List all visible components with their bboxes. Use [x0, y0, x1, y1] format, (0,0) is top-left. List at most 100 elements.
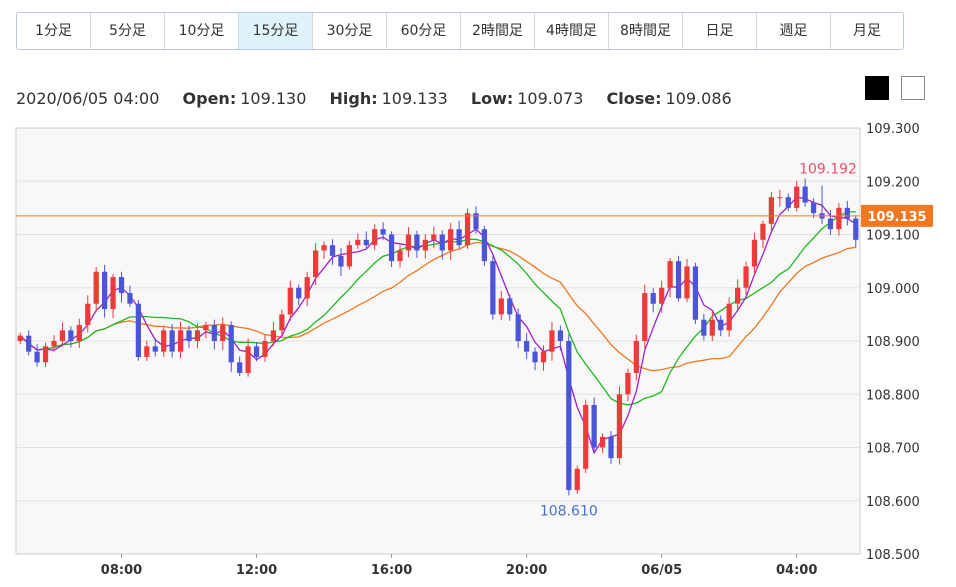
candle-body: [237, 362, 243, 373]
candle-body: [684, 266, 690, 299]
ma-mid-line: [19, 211, 856, 406]
candle-body: [228, 325, 234, 363]
candle-body: [566, 341, 572, 491]
candle-body: [270, 330, 277, 341]
candle-body: [422, 239, 428, 251]
candle-body: [625, 372, 631, 395]
candle-body: [346, 245, 352, 267]
candle-body: [549, 330, 555, 352]
candle-body: [321, 245, 327, 251]
candle-body: [186, 330, 192, 341]
open-label: Open:: [182, 89, 237, 108]
candle-body: [220, 325, 226, 341]
candle-body: [616, 394, 623, 459]
low-value: 109.073: [517, 89, 584, 108]
candle-body: [110, 277, 116, 310]
candle-body: [701, 319, 707, 336]
candle-body: [507, 298, 513, 315]
candle-body: [253, 346, 260, 357]
candle-body: [152, 346, 158, 352]
timeframe-button[interactable]: 2時間足: [461, 13, 535, 49]
high-annotation: 109.192: [799, 162, 857, 178]
candle-body: [34, 351, 40, 363]
timeframe-button[interactable]: 10分足: [165, 13, 239, 49]
timeframe-button[interactable]: 8時間足: [609, 13, 683, 49]
candle-body: [211, 325, 217, 341]
timeframe-button[interactable]: 4時間足: [535, 13, 609, 49]
candle-body: [93, 271, 99, 304]
candle-body: [245, 346, 251, 373]
candle-body: [844, 207, 850, 219]
candle-body: [583, 404, 589, 469]
candle-body: [448, 229, 454, 251]
candle-body: [591, 404, 597, 448]
candle-body: [692, 266, 699, 320]
candle-body: [397, 250, 403, 262]
candle-body: [329, 245, 336, 256]
timeframe-button[interactable]: 1分足: [17, 13, 91, 49]
current-price-label: 109.135: [867, 210, 926, 225]
candle-body: [810, 202, 817, 214]
candle-body: [338, 255, 344, 267]
x-tick-label: 12:00: [236, 563, 277, 578]
y-tick-label: 109.100: [866, 229, 920, 244]
timeframe-button[interactable]: 60分足: [387, 13, 461, 49]
candle-body: [102, 271, 108, 310]
candle-body: [304, 277, 310, 299]
candle-body: [431, 234, 437, 240]
high-value: 109.133: [381, 89, 448, 108]
candle-body: [667, 261, 673, 288]
x-tick-label: 04:00: [776, 563, 817, 578]
candle-body: [85, 303, 91, 326]
candle-body: [802, 186, 808, 203]
y-tick-label: 108.600: [866, 495, 920, 510]
light-theme-swatch[interactable]: [901, 76, 925, 100]
candle-body: [532, 351, 538, 363]
candle-body: [464, 213, 471, 246]
candle-body: [262, 341, 268, 357]
candle-body: [372, 229, 378, 246]
candle-body: [439, 234, 445, 251]
y-tick-label: 108.700: [866, 442, 920, 457]
timeframe-button[interactable]: 15分足: [239, 13, 313, 49]
ma-short-line: [19, 196, 857, 455]
candle-body: [675, 261, 682, 299]
timeframe-selector: 1分足 5分足 10分足 15分足 30分足 60分足 2時間足 4時間足 8時間足 日足 週足 月足: [16, 12, 904, 50]
timeframe-button[interactable]: 週足: [757, 13, 831, 49]
high-label: High:: [329, 89, 378, 108]
candle-body: [650, 293, 656, 304]
candle-body: [608, 436, 614, 459]
timeframe-button[interactable]: 5分足: [91, 13, 165, 49]
x-tick-label: 08:00: [101, 563, 142, 578]
close-label: Close:: [606, 89, 662, 108]
timeframe-button[interactable]: 30分足: [313, 13, 387, 49]
candle-body: [144, 346, 150, 357]
candle-body: [574, 468, 580, 491]
timeframe-button[interactable]: 日足: [683, 13, 757, 49]
current-price-tag: [861, 204, 933, 227]
candle-body: [296, 287, 302, 299]
candle-body: [481, 229, 488, 262]
candle-body: [118, 277, 125, 294]
candle-body: [68, 330, 74, 341]
candle-body: [557, 330, 563, 341]
candle-body: [76, 325, 82, 341]
candle-body: [743, 266, 749, 288]
y-tick-label: 108.500: [866, 548, 920, 563]
candle-body: [794, 186, 800, 208]
x-tick-label: 20:00: [506, 563, 547, 578]
candle-body: [735, 287, 741, 304]
candle-body: [659, 287, 665, 304]
ohlc-readout: 2020/06/05 04:00 Open: 109.130 High: 109.1…: [16, 89, 732, 108]
timeframe-button[interactable]: 月足: [831, 13, 903, 49]
candle-body: [51, 341, 57, 347]
candle-body: [127, 293, 133, 304]
candle-body: [836, 207, 842, 230]
candle-body: [17, 335, 23, 341]
x-tick-label: 16:00: [371, 563, 412, 578]
ma-long-line: [19, 241, 856, 372]
dark-theme-swatch[interactable]: [865, 76, 889, 100]
candle-body: [490, 261, 496, 315]
candle-body: [177, 330, 184, 352]
